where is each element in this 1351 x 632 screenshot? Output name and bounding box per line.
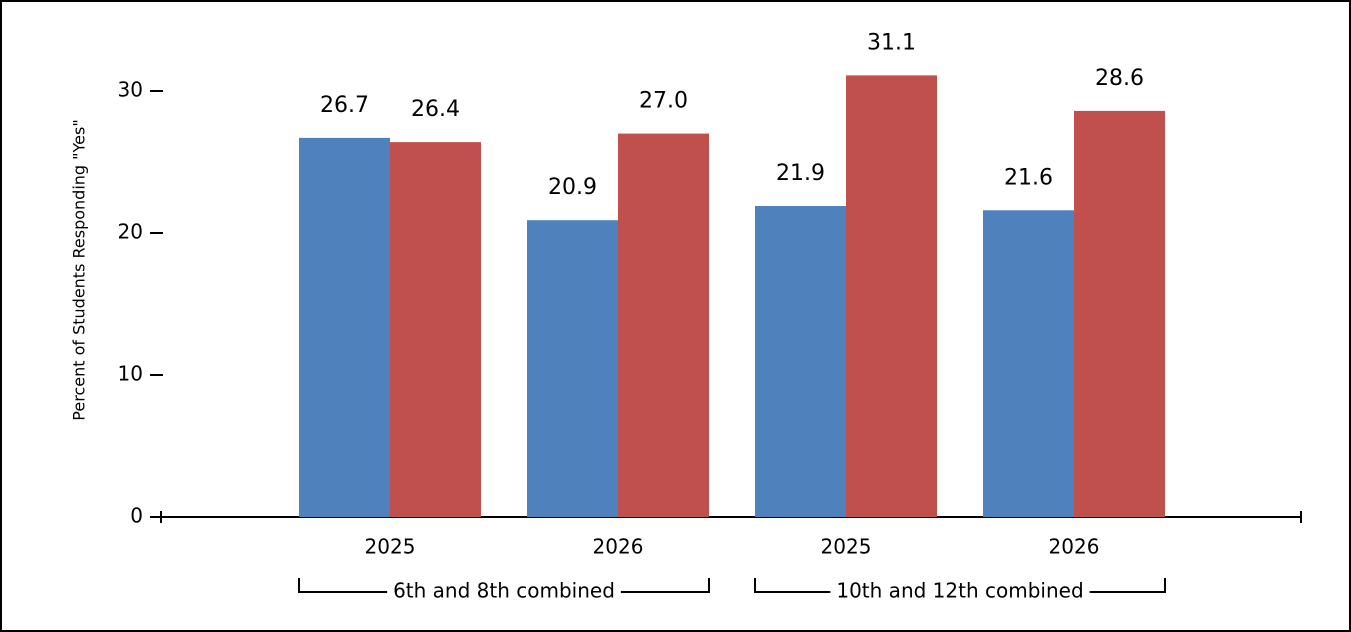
value-label: 20.9 <box>548 175 597 200</box>
bar <box>299 137 390 518</box>
group-label: 6th and 8th combined <box>393 579 615 603</box>
y-tick-label: 10 <box>118 362 143 386</box>
group-label: 10th and 12th combined <box>836 579 1083 603</box>
y-tick-label: 30 <box>118 78 143 102</box>
value-label: 26.4 <box>411 97 460 122</box>
bar <box>527 220 618 517</box>
bar <box>390 142 481 517</box>
bar <box>618 133 709 517</box>
value-label: 27.0 <box>639 89 688 114</box>
x-tick-label: 2026 <box>593 535 644 559</box>
y-tick-label: 0 <box>130 504 143 528</box>
bar <box>983 210 1074 517</box>
group-label-bg <box>830 578 1090 603</box>
bar <box>755 206 846 517</box>
y-axis-label: Percent of Students Responding "Yes" <box>70 119 89 420</box>
x-tick-label: 2026 <box>1049 535 1100 559</box>
y-tick-label: 20 <box>118 220 143 244</box>
value-label: 21.9 <box>776 161 825 186</box>
bar <box>846 75 937 517</box>
group-label-bg <box>387 578 621 603</box>
bar <box>1074 110 1165 517</box>
value-label: 31.1 <box>867 30 916 55</box>
value-label: 28.6 <box>1095 66 1144 91</box>
x-tick-label: 2025 <box>821 535 872 559</box>
value-label: 26.7 <box>320 93 369 118</box>
x-tick-label: 2025 <box>365 535 416 559</box>
value-label: 21.6 <box>1004 165 1053 190</box>
